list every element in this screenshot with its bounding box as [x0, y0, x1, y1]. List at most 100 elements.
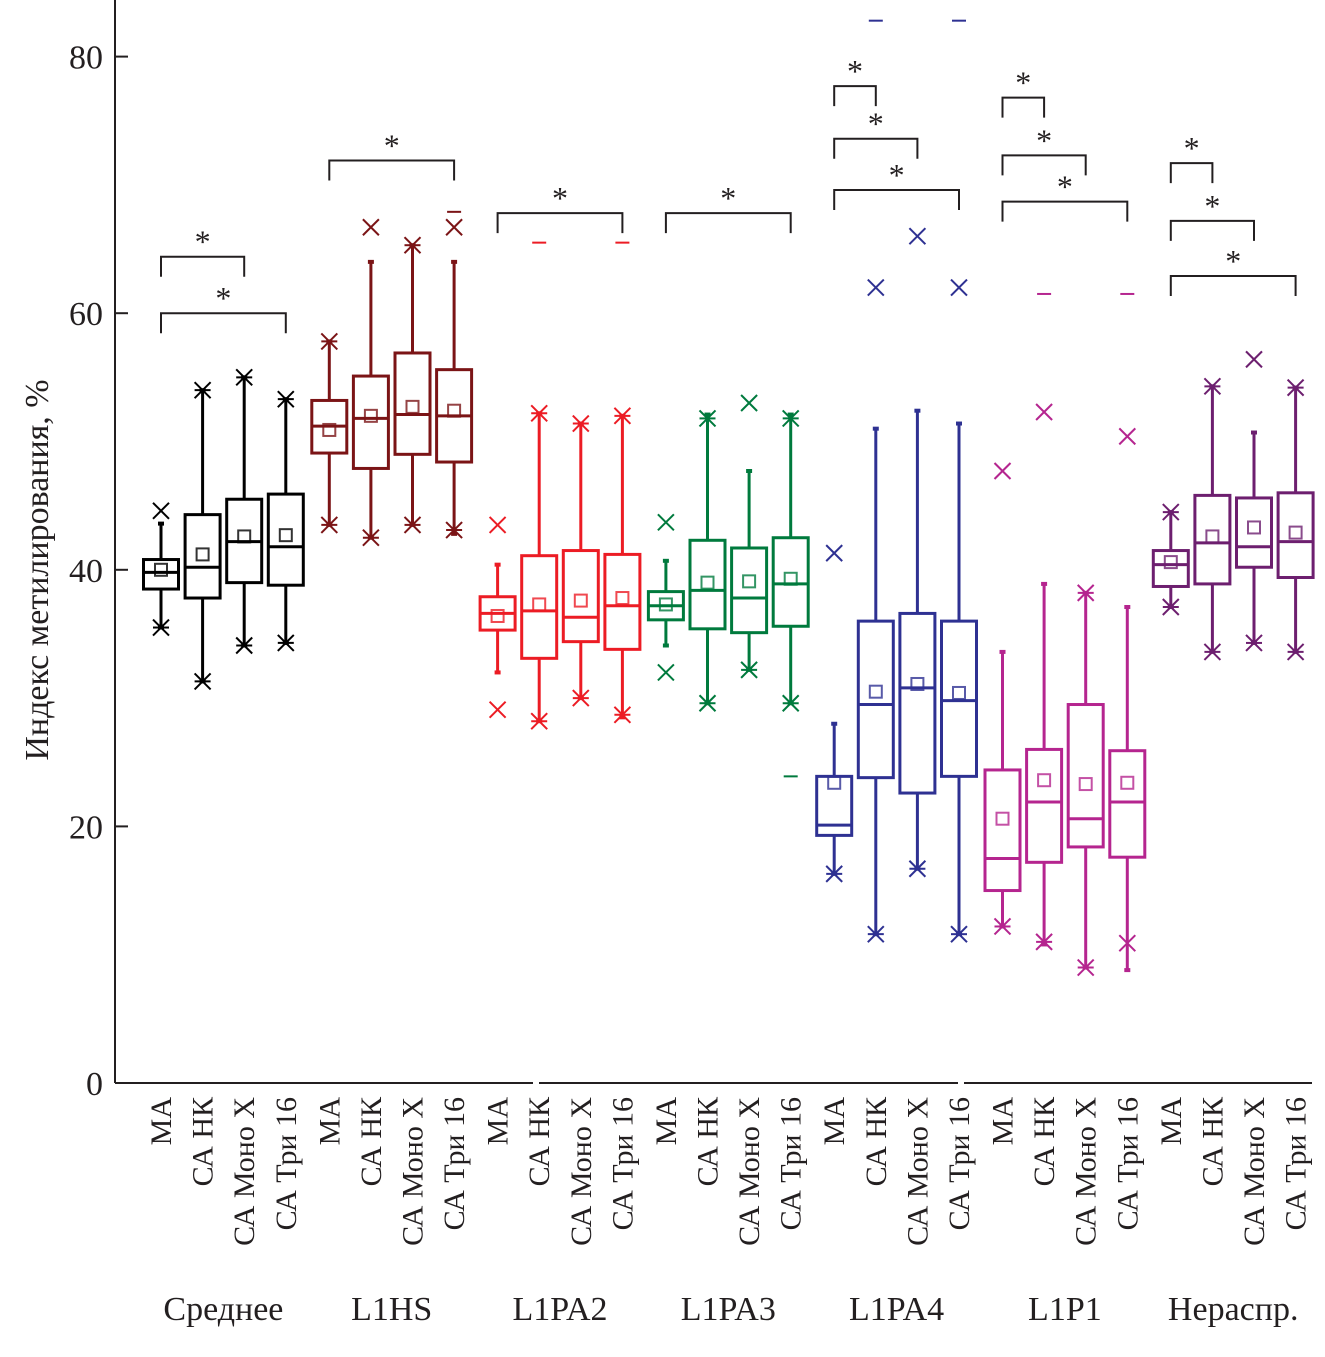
significance-star: *: [889, 157, 905, 193]
x-tick-label: СА Моно X: [397, 1097, 430, 1246]
x-tick-label: МА: [482, 1097, 515, 1146]
x-tick-label: МА: [650, 1097, 683, 1146]
outlier-marker: [1118, 427, 1137, 446]
significance-star: *: [868, 106, 884, 142]
outlier-marker: [362, 218, 380, 236]
mean-marker: [1163, 555, 1178, 570]
box: [435, 210, 474, 539]
outlier-marker: [488, 516, 507, 534]
box-iqr: [1193, 493, 1232, 586]
box-iqr: [983, 768, 1022, 893]
significance-bracket: [328, 159, 456, 181]
group-label: L1PA2: [512, 1291, 607, 1328]
box-iqr: [561, 549, 600, 644]
box: [1193, 377, 1232, 661]
mean-marker: [490, 608, 505, 623]
significance-star: *: [552, 180, 568, 216]
x-tick-label: МА: [818, 1097, 851, 1146]
mean-marker: [154, 562, 168, 577]
y-axis-title: Индекс метилирования, %: [19, 379, 56, 760]
outlier-marker: [740, 394, 758, 412]
box-iqr: [520, 554, 559, 660]
x-tick-label: СА Моно X: [901, 1097, 934, 1246]
x-tick-label: МА: [313, 1097, 346, 1146]
box: [983, 462, 1022, 936]
y-tick-label: 80: [69, 40, 103, 77]
mean-marker: [1037, 773, 1052, 788]
x-tick-label: СА Три 16: [1111, 1097, 1144, 1230]
box-iqr: [771, 536, 810, 628]
mean-marker: [910, 676, 925, 691]
x-tick-label: СА Моно X: [1238, 1097, 1271, 1246]
x-tick-label: СА Моно X: [228, 1097, 261, 1246]
mean-marker: [658, 597, 673, 612]
box-iqr: [856, 619, 895, 780]
y-tick-label: 60: [69, 296, 103, 333]
box: [1066, 584, 1105, 977]
group-label: L1HS: [351, 1291, 432, 1328]
outlier-marker: [950, 278, 968, 297]
outlier-marker: [488, 700, 507, 719]
significance-bracket: [833, 189, 960, 211]
box: [1108, 292, 1147, 973]
x-tick-label: СА НК: [523, 1096, 556, 1186]
box-iqr: [1108, 749, 1147, 859]
significance-star: *: [720, 180, 736, 216]
outlier-marker: [657, 663, 675, 682]
box: [1276, 378, 1315, 661]
mean-marker: [195, 547, 210, 562]
x-tick-label: СА Три 16: [270, 1097, 303, 1230]
significance-bracket: [1169, 274, 1297, 296]
box-iqr: [142, 558, 180, 591]
mean-marker: [322, 422, 337, 437]
y-tick-label: 20: [69, 809, 103, 846]
box-iqr: [266, 492, 305, 587]
mean-marker: [363, 408, 378, 423]
significance-bracket: [1001, 200, 1129, 222]
significance-star: *: [1036, 122, 1052, 158]
x-tick-label: СА НК: [355, 1096, 388, 1186]
x-tick-label: МА: [1155, 1097, 1188, 1146]
x-tick-label: СА Три 16: [438, 1097, 471, 1230]
mean-marker: [742, 574, 757, 589]
x-tick-label: СА Три 16: [943, 1097, 976, 1230]
outlier-marker: [867, 278, 885, 297]
group-label: Среднее: [163, 1291, 283, 1328]
significance-star: *: [1225, 243, 1241, 279]
group-6: [1151, 350, 1315, 661]
box-series: [142, 19, 1315, 977]
significance-star: *: [1204, 188, 1220, 224]
box: [393, 236, 432, 534]
significance-bracket: [160, 312, 287, 334]
y-tick-label: 0: [86, 1066, 103, 1103]
box: [603, 241, 642, 724]
significance-bracket: [1169, 162, 1214, 184]
box: [815, 544, 854, 883]
mean-marker: [1205, 529, 1220, 544]
x-tick-label: СА Моно X: [1070, 1097, 1103, 1246]
box: [771, 409, 810, 778]
x-tick-label: СА Три 16: [775, 1097, 808, 1230]
x-tick-label: СА НК: [1196, 1096, 1229, 1186]
group-1: [310, 210, 474, 547]
box: [478, 516, 517, 719]
mean-marker: [1288, 525, 1303, 540]
box: [856, 19, 895, 943]
significance-star: *: [1184, 130, 1200, 166]
x-tick-label: СА Моно X: [565, 1097, 598, 1246]
outlier-marker: [445, 218, 463, 236]
box-iqr: [898, 611, 937, 795]
mean-marker: [1120, 775, 1135, 790]
mean-marker: [952, 685, 966, 700]
box: [310, 332, 349, 534]
significance-bracket: [1169, 219, 1255, 241]
box-iqr: [603, 552, 642, 651]
mean-marker: [783, 571, 798, 586]
box: [898, 227, 937, 878]
significance-bracket: [496, 212, 624, 234]
mean-marker: [532, 597, 547, 612]
significance-star: *: [384, 128, 400, 164]
outlier-marker: [993, 462, 1012, 480]
box-iqr: [393, 351, 432, 456]
